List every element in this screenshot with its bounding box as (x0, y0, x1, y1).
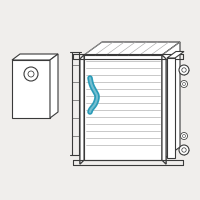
Circle shape (24, 67, 38, 81)
Polygon shape (80, 55, 84, 164)
Polygon shape (162, 42, 180, 160)
Polygon shape (167, 51, 184, 58)
Polygon shape (84, 55, 162, 160)
Polygon shape (162, 55, 166, 164)
Circle shape (180, 132, 188, 140)
Circle shape (179, 65, 189, 75)
Polygon shape (167, 58, 175, 158)
Polygon shape (12, 54, 58, 60)
Polygon shape (50, 54, 58, 118)
Polygon shape (12, 60, 50, 118)
Circle shape (179, 145, 189, 155)
Circle shape (180, 80, 188, 88)
Polygon shape (84, 42, 180, 55)
